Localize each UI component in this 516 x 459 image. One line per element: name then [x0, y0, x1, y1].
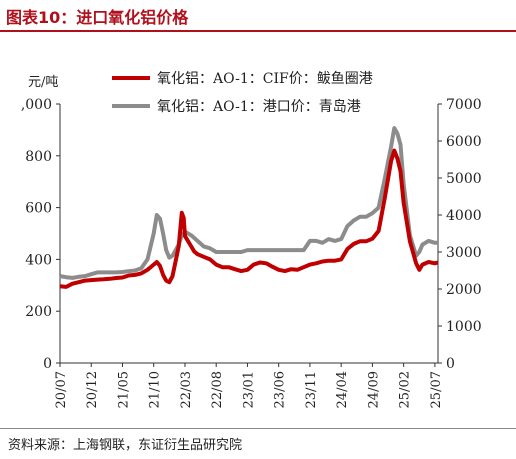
right-tick-label: 0 [446, 356, 455, 372]
right-tick-label: 5000 [446, 171, 482, 187]
right-tick-label: 7000 [446, 97, 482, 113]
x-tick-label: 20/07 [54, 371, 69, 408]
x-tick-label: 21/10 [148, 371, 163, 408]
right-tick-label: 3000 [446, 245, 482, 261]
cif-price-line [59, 148, 439, 289]
bottom-rule [0, 428, 516, 429]
figure-title: 图表10：进口氧化铝价格 [6, 8, 189, 27]
chart-axes: 0 200 400 600 800 ,000 0 1000 2000 3000 4000 5000 60… [21, 97, 482, 408]
x-tick-label: 25/07 [429, 371, 444, 408]
x-tick-label: 21/05 [116, 371, 131, 408]
left-tick-label: 0 [43, 356, 52, 372]
legend-label: 氧化铝：AO-1：CIF价：鲅鱼圈港 [157, 70, 373, 87]
x-tick-label: 22/03 [179, 371, 194, 408]
port-price-line [59, 126, 438, 280]
x-tick-label: 20/12 [85, 371, 100, 408]
chart: 0 200 400 600 800 ,000 0 1000 2000 3000 4000 5000 60… [21, 70, 482, 408]
chart-lines [59, 126, 439, 289]
x-tick-label: 22/08 [210, 371, 225, 408]
left-tick-label: 200 [25, 304, 52, 320]
legend-label: 氧化铝：AO-1：港口价：青岛港 [157, 99, 361, 115]
source-note: 资料来源：上海钢联，东证衍生品研究院 [8, 438, 243, 453]
left-tick-label: 600 [25, 201, 52, 217]
x-tick-label: 23/06 [273, 371, 288, 408]
x-tick-label: 24/09 [366, 371, 381, 408]
left-tick-label: 400 [25, 252, 52, 268]
left-tick-label: 800 [25, 149, 52, 165]
right-tick-label: 1000 [446, 319, 482, 335]
right-tick-label: 2000 [446, 282, 482, 298]
x-tick-label: 24/04 [335, 371, 350, 408]
left-axis-label: 元/吨 [28, 75, 58, 90]
x-tick-label: 23/11 [304, 371, 319, 408]
x-tick-label: 25/02 [398, 371, 413, 408]
left-tick-label: ,000 [21, 97, 52, 113]
x-tick-label: 23/01 [241, 371, 256, 408]
right-tick-label: 6000 [446, 134, 482, 150]
title-rule [0, 30, 516, 32]
right-tick-label: 4000 [446, 208, 482, 224]
